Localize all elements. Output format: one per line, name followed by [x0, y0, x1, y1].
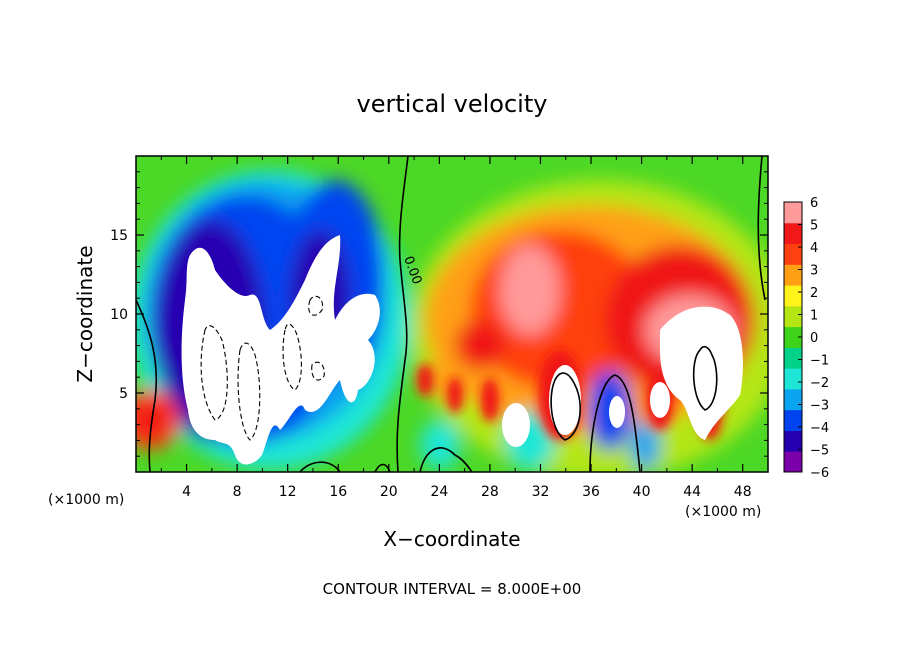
colorbar-segment [784, 430, 802, 452]
colorbar-segment [784, 243, 802, 265]
colorbar-tick-label: −4 [810, 421, 829, 436]
colorbar-tick-label: −1 [810, 354, 829, 369]
colorbar-segment [784, 409, 802, 431]
colorbar-segment [784, 285, 802, 307]
colorbar-tick-label: −3 [810, 399, 829, 414]
colorbar-tick-label: 1 [810, 309, 818, 324]
y-tick-label: 5 [119, 386, 128, 402]
x-axis-label: X−coordinate [383, 527, 520, 551]
x-tick-label: 4 [182, 484, 191, 500]
colorbar-tick-label: 2 [810, 286, 818, 301]
colorbar-segment [784, 451, 802, 473]
x-tick-label: 20 [380, 484, 398, 500]
x-tick-label: 32 [532, 484, 550, 500]
x-unit-right: (×1000 m) [685, 504, 761, 520]
colorbar-tick-label: 4 [810, 241, 818, 256]
colorbar-tick-label: 3 [810, 264, 818, 279]
x-tick-label: 24 [430, 484, 448, 500]
x-tick-label: 12 [279, 484, 297, 500]
colorbar-segments [784, 202, 802, 473]
colorbar-tick-label: 6 [810, 196, 818, 211]
chart-title: vertical velocity [357, 90, 548, 118]
colorbar: 6 5 4 3 2 1 0 −1 −2 −3 −4 −5 −6 [783, 196, 829, 481]
x-axis-ticks: 4 8 12 16 20 24 28 32 36 40 44 48 [160, 156, 752, 500]
x-tick-label: 8 [233, 484, 242, 500]
colorbar-tick-label: −2 [810, 376, 829, 391]
colorbar-segment [784, 347, 802, 369]
colorbar-labels: 6 5 4 3 2 1 0 −1 −2 −3 −4 −5 −6 [798, 196, 829, 481]
y-axis-ticks: 5 10 15 [110, 171, 768, 457]
x-tick-label: 40 [633, 484, 651, 500]
colorbar-tick-label: −6 [810, 466, 829, 481]
x-tick-label: 28 [481, 484, 499, 500]
colorbar-segment [784, 202, 802, 224]
x-tick-label: 48 [734, 484, 752, 500]
colorbar-tick-label: 0 [810, 331, 818, 346]
x-unit-left: (×1000 m) [48, 492, 124, 508]
x-tick-label: 36 [582, 484, 600, 500]
colorbar-tick-label: −5 [810, 444, 829, 459]
colorbar-tick-label: 5 [810, 219, 818, 234]
x-tick-label: 16 [329, 484, 347, 500]
heatmap-field [136, 156, 768, 472]
y-axis-label: Z−coordinate [73, 245, 97, 382]
colorbar-segment [784, 264, 802, 286]
colorbar-segment [784, 305, 802, 328]
x-tick-label: 44 [683, 484, 701, 500]
y-tick-label: 15 [110, 228, 128, 244]
colorbar-segment [784, 326, 802, 348]
colorbar-segment [784, 222, 802, 245]
y-tick-label: 10 [110, 307, 128, 323]
colorbar-segment [784, 368, 802, 390]
colorbar-segment [784, 388, 802, 411]
contour-interval-footer: CONTOUR INTERVAL = 8.000E+00 [323, 580, 582, 598]
